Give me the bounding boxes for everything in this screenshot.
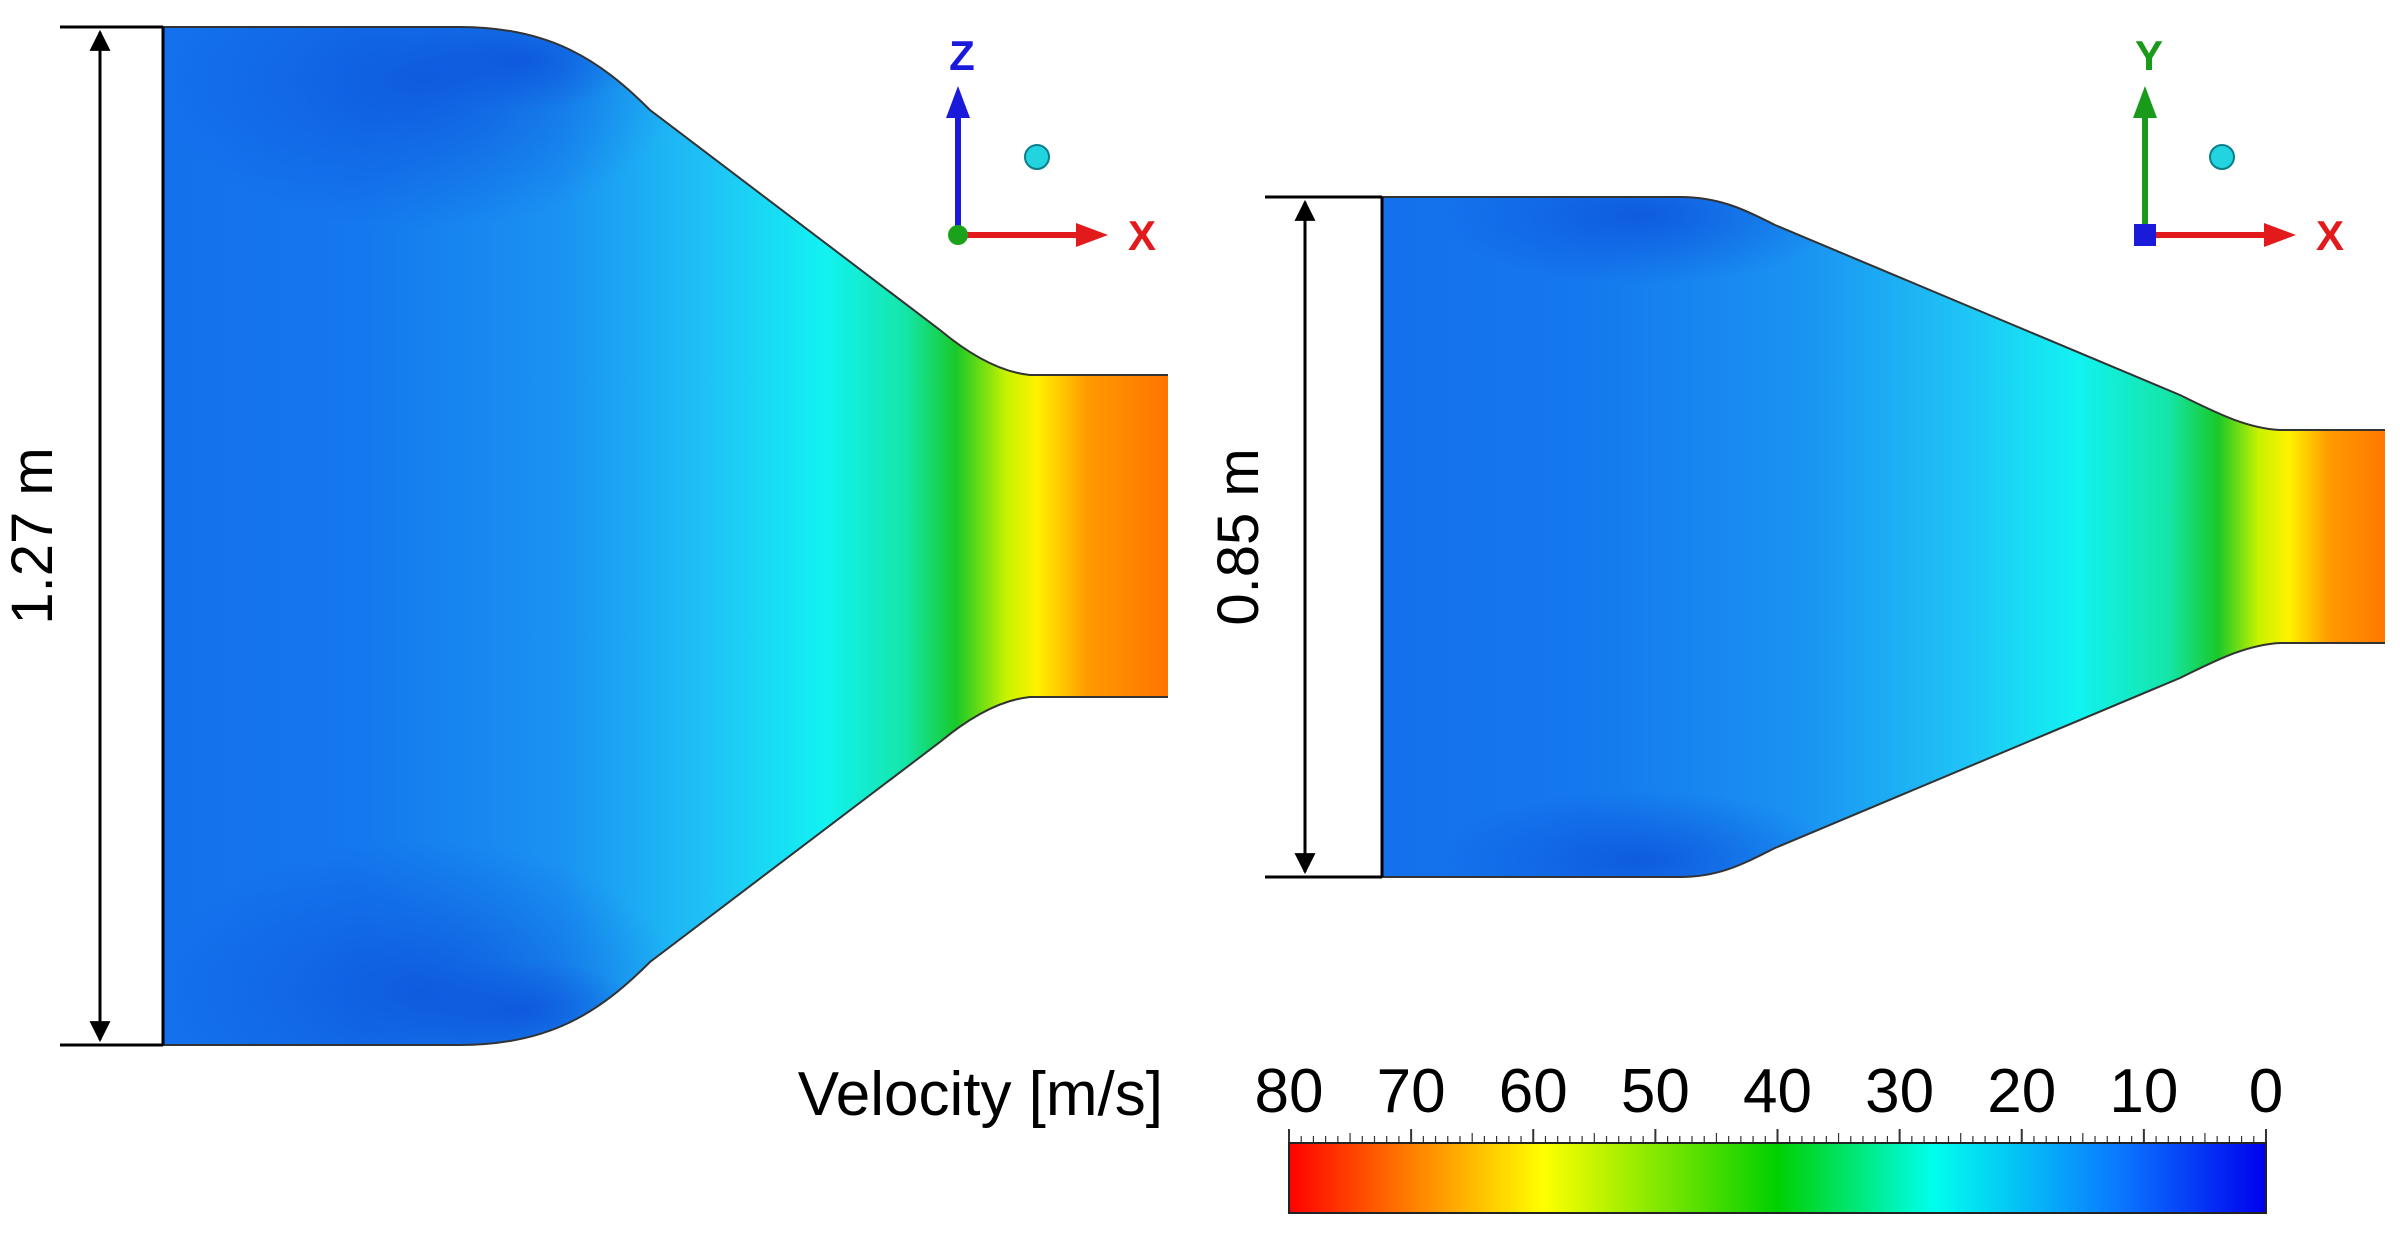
right-view-ball-icon [2209,144,2235,170]
legend-tick-label: 40 [1743,1057,1812,1126]
legend-minor-ticks [1288,1129,2267,1143]
right-axis-vertical-arrowhead [2133,86,2157,118]
right-nozzle-panel: 0.85 m Y X [1206,32,2385,879]
left-height-label: 1.27 m [0,447,65,624]
right-height-label: 0.85 m [1206,448,1271,625]
left-nozzle-panel: 1.27 m Z X [0,25,1168,1047]
legend-tick-labels: 80 70 60 50 40 30 20 10 0 [1255,1057,2284,1126]
legend-tick-label: 10 [2109,1057,2178,1126]
left-axis-triad: Z X [946,32,1156,259]
left-axis-origin [948,225,968,245]
left-view-ball-icon [1024,144,1050,170]
legend-tick-label: 80 [1255,1057,1324,1126]
right-axis-triad: Y X [2133,32,2344,259]
right-axis-horizontal-arrowhead [2264,223,2296,247]
legend-tick-label: 60 [1499,1057,1568,1126]
left-axis-vertical-letter: Z [949,32,975,79]
legend-title: Velocity [m/s] [798,1060,1163,1129]
right-axis-horizontal-letter: X [2316,212,2344,259]
left-axis-vertical-arrowhead [946,86,970,118]
right-axis-vertical-letter: Y [2135,32,2163,79]
left-nozzle-contour [163,27,1168,1045]
legend-tick-label: 0 [2249,1057,2283,1126]
right-nozzle-contour [1382,197,2385,877]
left-axis-horizontal-arrowhead [1076,223,1108,247]
legend-colorbar [1288,1142,2267,1214]
right-nozzle-outline [1382,196,2385,878]
legend-tick-label: 50 [1621,1057,1690,1126]
legend-tick-label: 20 [1987,1057,2056,1126]
right-axis-origin [2134,224,2156,246]
left-axis-horizontal-letter: X [1128,212,1156,259]
legend-tick-label: 70 [1377,1057,1446,1126]
velocity-legend: Velocity [m/s] 80 70 60 50 40 30 20 10 0 [798,1057,2284,1214]
legend-tick-label: 30 [1865,1057,1934,1126]
left-nozzle-outline [163,26,1168,1046]
